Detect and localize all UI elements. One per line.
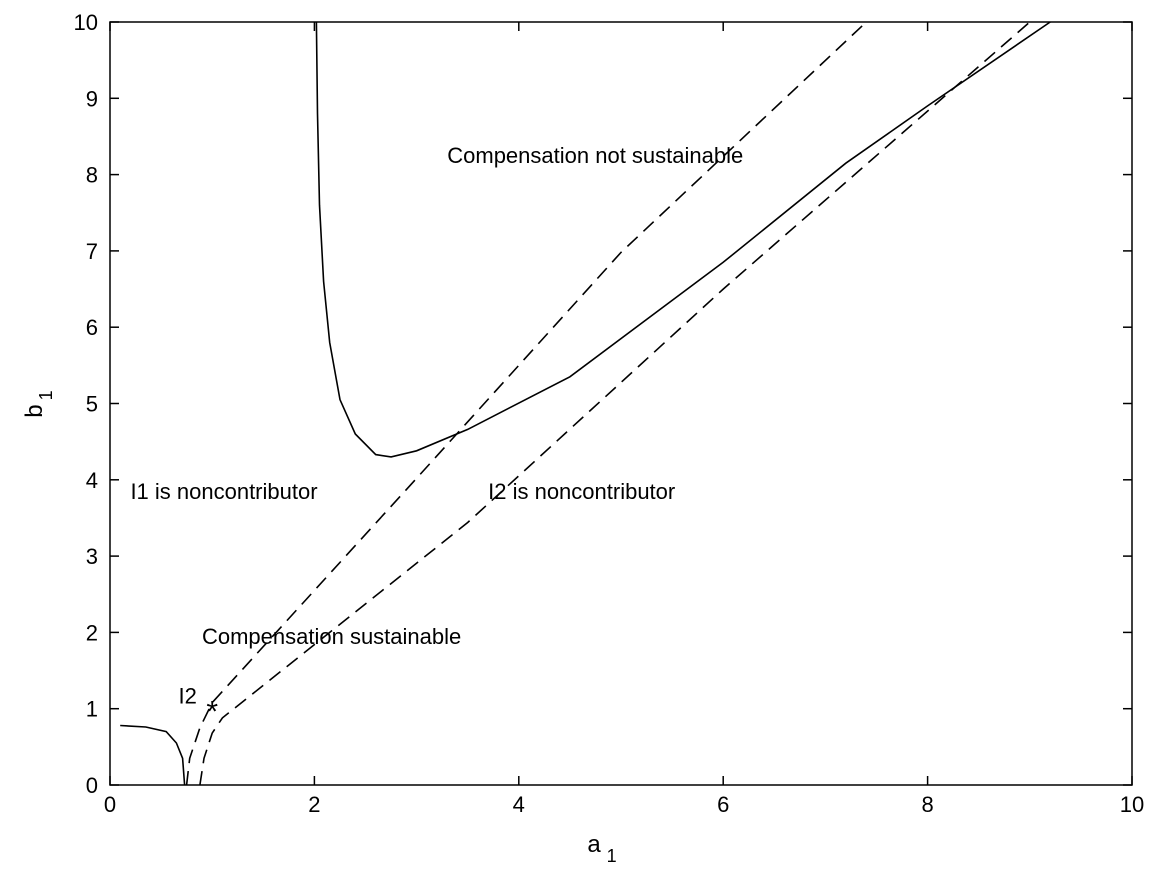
x-tick-label: 6 [717, 792, 729, 817]
y-tick-label: 8 [86, 163, 98, 188]
x-tick-label: 2 [308, 792, 320, 817]
y-tick-label: 6 [86, 315, 98, 340]
y-tick-label: 2 [86, 620, 98, 645]
x-tick-label: 0 [104, 792, 116, 817]
annotation-text: I2 is noncontributor [488, 479, 675, 504]
annotation-text: Compensation not sustainable [447, 143, 743, 168]
data-marker: * [206, 696, 218, 729]
x-axis-label-sub: 1 [607, 846, 617, 866]
ticks-layer: 0 2 4 6 8 10 0 1 2 3 4 5 6 7 8 9 10 [74, 10, 1145, 817]
y-axis-label-main: b [21, 404, 48, 417]
annotations-layer: Compensation not sustainable I1 is noncon… [130, 143, 743, 729]
y-tick-label: 9 [86, 86, 98, 111]
annotation-text: I1 is noncontributor [130, 479, 317, 504]
x-axis-label-main: a [587, 831, 601, 858]
y-tick-label: 0 [86, 773, 98, 798]
x-tick-label: 10 [1120, 792, 1144, 817]
y-axis-label-group: b1 [21, 390, 56, 417]
curve-solid-2 [120, 724, 186, 786]
annotation-text: I2 [178, 683, 196, 708]
y-tick-label: 7 [86, 239, 98, 264]
y-axis-label-sub: 1 [36, 390, 56, 400]
curve-solid-1 [315, 21, 1051, 458]
y-tick-label: 3 [86, 544, 98, 569]
y-tick-label: 4 [86, 468, 98, 493]
curve-dashed-4 [199, 21, 1031, 786]
y-tick-label: 5 [86, 392, 98, 417]
annotation-text: Compensation sustainable [202, 624, 461, 649]
curve-dashed-3 [185, 21, 867, 786]
y-axis-label: b1 [21, 390, 56, 417]
y-tick-label: 1 [86, 697, 98, 722]
curves-layer [120, 21, 1051, 786]
x-tick-label: 4 [513, 792, 525, 817]
y-tick-label: 10 [74, 10, 98, 35]
x-tick-label: 8 [921, 792, 933, 817]
